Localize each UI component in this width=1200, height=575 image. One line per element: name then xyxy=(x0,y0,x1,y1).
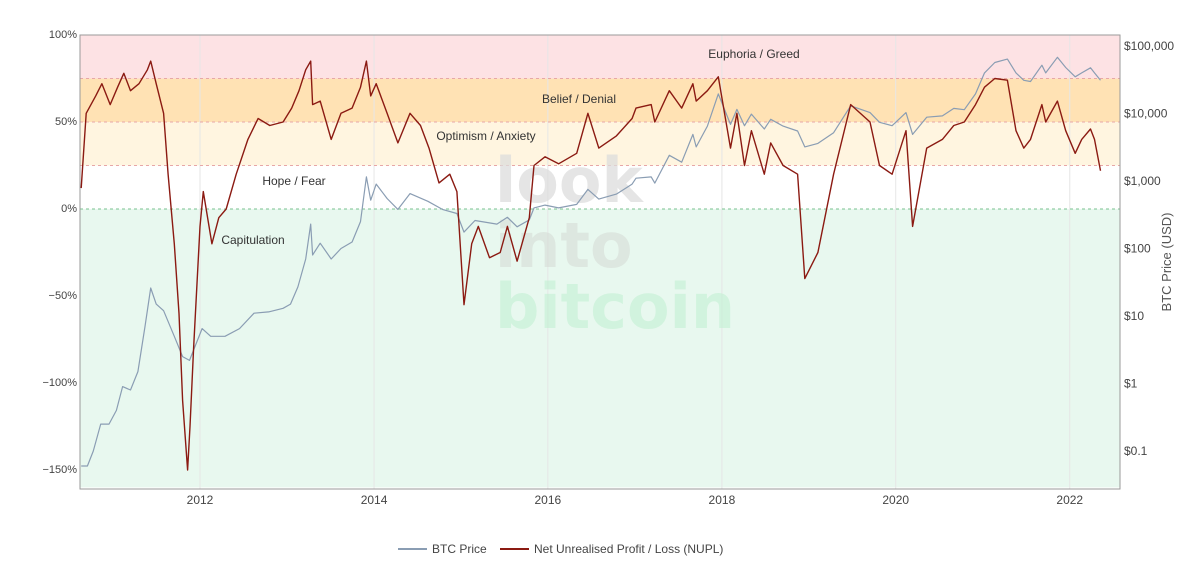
zone-label-belief: Belief / Denial xyxy=(542,92,616,106)
zone-band-4 xyxy=(80,209,1120,488)
zone-labels: Euphoria / Greed Belief / Denial Optimis… xyxy=(221,47,799,247)
legend: BTC Price Net Unrealised Profit / Loss (… xyxy=(398,542,723,556)
series-line-nupl[interactable] xyxy=(80,60,1102,471)
x-axis-ticks: 2012 2014 2016 2018 2020 2022 xyxy=(187,493,1084,507)
left-tick-label-4: −100% xyxy=(42,377,77,389)
x-tick-label-4: 2020 xyxy=(882,493,909,507)
zone-label-euphoria: Euphoria / Greed xyxy=(708,47,799,61)
x-tick-label-1: 2014 xyxy=(361,493,388,507)
x-tick-label-2: 2016 xyxy=(535,493,562,507)
watermark-line-1: look xyxy=(495,144,644,217)
right-tick-label-0: $0.1 xyxy=(1124,444,1148,458)
plot-border xyxy=(79,34,1121,490)
zone-band-0 xyxy=(80,35,1120,79)
zone-band-1 xyxy=(80,78,1120,122)
x-tick-label-3: 2018 xyxy=(709,493,736,507)
watermark: look into bitcoin xyxy=(495,144,735,343)
zone-band-3 xyxy=(80,165,1120,209)
right-tick-label-6: $100,000 xyxy=(1124,39,1174,53)
watermark-line-3: bitcoin xyxy=(495,270,735,343)
left-tick-label-0: 100% xyxy=(49,29,77,41)
series-line-btc-price[interactable] xyxy=(81,56,1101,467)
series xyxy=(80,56,1102,471)
right-tick-label-5: $10,000 xyxy=(1124,107,1168,121)
zone-label-hope: Hope / Fear xyxy=(262,174,325,188)
legend-item-nupl[interactable]: Net Unrealised Profit / Loss (NUPL) xyxy=(500,542,723,556)
legend-label-nupl: Net Unrealised Profit / Loss (NUPL) xyxy=(534,542,723,556)
left-axis-ticks: 100% 50% 0% −50% −100% −150% xyxy=(42,29,77,476)
right-tick-label-4: $1,000 xyxy=(1124,174,1161,188)
x-tick-label-0: 2012 xyxy=(187,493,214,507)
right-tick-label-3: $100 xyxy=(1124,242,1151,256)
left-tick-label-1: 50% xyxy=(55,116,77,128)
grid xyxy=(79,34,1121,490)
legend-label-btc-price: BTC Price xyxy=(432,542,487,556)
watermark-line-2: into xyxy=(495,209,633,282)
axes: 100% 50% 0% −50% −100% −150% $0.1 $1 $10 $100 $1,… xyxy=(42,29,1174,507)
right-axis-ticks: $0.1 $1 $10 $100 $1,000 $10,000 $100,000 xyxy=(1124,39,1174,458)
right-axis-title: BTC Price (USD) xyxy=(1159,213,1174,312)
x-tick-label-5: 2022 xyxy=(1056,493,1083,507)
zone-label-optimism: Optimism / Anxiety xyxy=(436,129,535,143)
zone-label-capitulation: Capitulation xyxy=(221,233,284,247)
left-tick-label-2: 0% xyxy=(61,203,77,215)
legend-item-btc-price[interactable]: BTC Price xyxy=(398,542,487,556)
left-tick-label-3: −50% xyxy=(49,290,78,302)
sentiment-zones xyxy=(80,35,1120,488)
left-tick-label-5: −150% xyxy=(42,464,77,476)
right-tick-label-1: $1 xyxy=(1124,377,1138,391)
right-tick-label-2: $10 xyxy=(1124,309,1144,323)
